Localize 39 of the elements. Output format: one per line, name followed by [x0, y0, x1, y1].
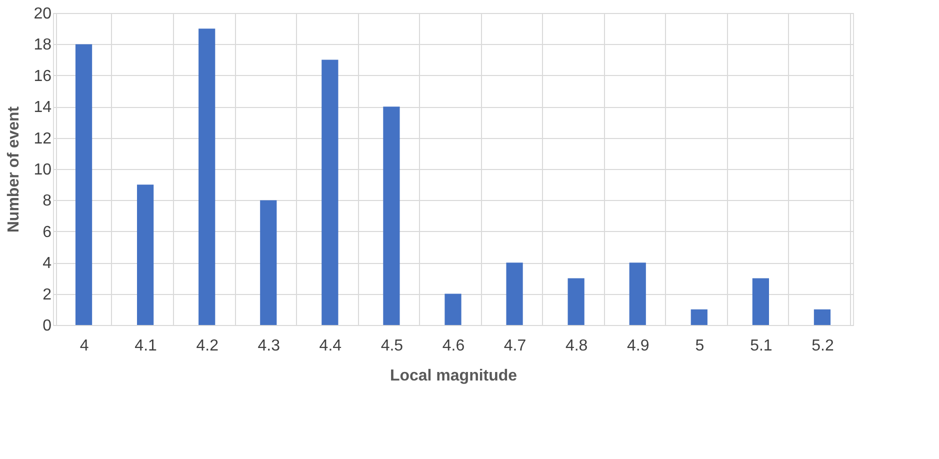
y-axis-title: Number of event [6, 106, 23, 233]
bar [137, 184, 154, 325]
y-tick-label: 2 [42, 286, 52, 304]
y-tick-label: 0 [42, 318, 52, 334]
x-tick-label: 4 [80, 338, 89, 354]
x-tick-label: 4.7 [504, 338, 526, 354]
bar [690, 309, 708, 325]
y-tick-label: 20 [34, 6, 52, 22]
bar [198, 28, 216, 325]
bar [752, 278, 769, 325]
bar [568, 278, 584, 325]
bar [383, 106, 400, 325]
y-tick-label: 8 [42, 192, 52, 210]
y-tick-label: 6 [42, 224, 52, 241]
x-tick-label: 5.2 [812, 338, 834, 354]
bar [629, 262, 646, 325]
x-tick-label: 4.5 [380, 338, 404, 354]
x-tick-label: 4.9 [626, 338, 650, 354]
y-tick-label: 12 [34, 130, 52, 148]
x-tick-label: 4.6 [442, 338, 465, 354]
x-tick-label: 4.8 [565, 338, 588, 354]
bar [75, 44, 92, 325]
bar [260, 200, 277, 325]
x-tick-label: 5.1 [750, 338, 772, 354]
x-tick-label: 4.4 [319, 338, 342, 354]
y-tick-label: 10 [34, 162, 52, 178]
x-axis-title: Local magnitude [390, 368, 518, 384]
y-tick-label: 14 [34, 99, 52, 116]
x-tick-label: 4.3 [258, 338, 280, 354]
bar [444, 294, 462, 325]
x-tick-label: 4.2 [196, 338, 219, 354]
bar [506, 262, 523, 325]
y-tick-label: 16 [34, 68, 52, 85]
y-tick-label: 18 [34, 36, 52, 54]
y-tick-label: 4 [42, 255, 52, 272]
bar [814, 309, 831, 325]
x-tick-label: 5 [695, 338, 704, 354]
x-tick-label: 4.1 [134, 338, 158, 354]
bar [322, 60, 338, 325]
